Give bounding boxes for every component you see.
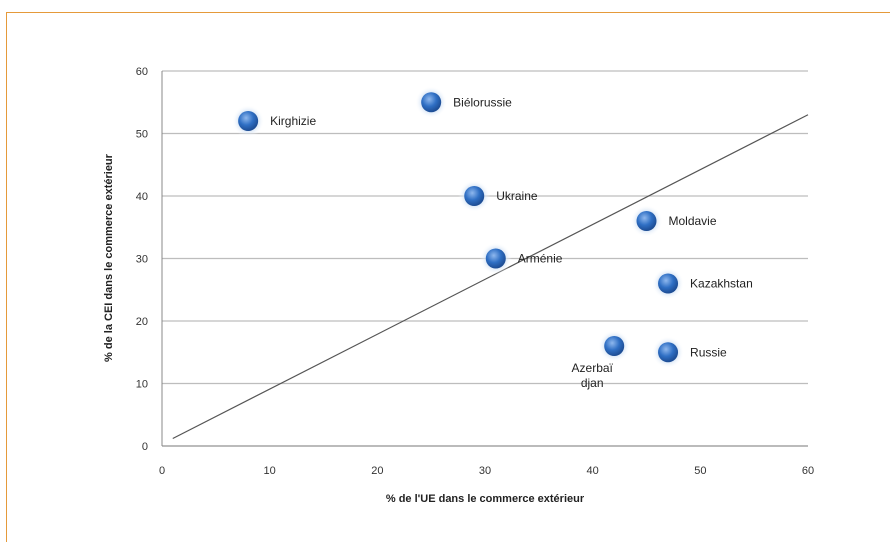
data-point: [636, 211, 657, 231]
data-point: [238, 111, 259, 131]
x-tick-label: 30: [479, 465, 491, 477]
x-tick-label: 10: [264, 465, 276, 477]
x-axis-label: % de l'UE dans le commerce extérieur: [386, 493, 585, 505]
trendline-group: [172, 114, 809, 440]
x-tick-label: 40: [587, 465, 599, 477]
trendline: [172, 114, 809, 440]
x-tick-label: 0: [159, 465, 165, 477]
y-tick-label: 20: [136, 316, 148, 328]
y-tick-label: 0: [142, 441, 148, 453]
data-label: Kirghizie: [270, 114, 316, 128]
y-tick-label: 60: [136, 66, 148, 78]
y-tick-label: 40: [136, 191, 148, 203]
y-tick-label: 10: [136, 379, 148, 391]
data-point: [604, 336, 625, 356]
data-label: Azerbaï djan: [572, 361, 614, 390]
data-point: [421, 92, 442, 113]
x-tick-label: 20: [371, 465, 383, 477]
tick-labels: 0 10 20 30 40 50 60 0 10 20 30 40 50 60: [136, 66, 814, 477]
data-label: Russie: [690, 345, 727, 359]
point-labels: Kirghizie Biélorussie Ukraine Arménie Moldav…: [270, 95, 753, 390]
data-point: [658, 273, 679, 294]
data-point: [658, 342, 679, 363]
data-point: [485, 248, 506, 269]
data-point: [464, 186, 485, 206]
data-label: Biélorussie: [453, 95, 512, 109]
y-tick-label: 50: [136, 129, 148, 141]
x-tick-label: 50: [694, 465, 706, 477]
scatter-chart: 0 10 20 30 40 50 60 0 10 20 30 40 50 60 Kirghizie Biél…: [103, 66, 814, 505]
x-tick-label: 60: [802, 465, 814, 477]
data-label: Moldavie: [669, 214, 717, 228]
data-label: Arménie: [518, 252, 563, 266]
y-tick-label: 30: [136, 254, 148, 266]
data-label: Kazakhstan: [690, 277, 753, 291]
y-axis-label: % de la CEI dans le commerce extérieur: [103, 153, 115, 362]
chart-frame: [6, 12, 890, 542]
data-label: Ukraine: [496, 189, 538, 203]
data-points: [232, 86, 685, 369]
axes: [161, 71, 808, 447]
